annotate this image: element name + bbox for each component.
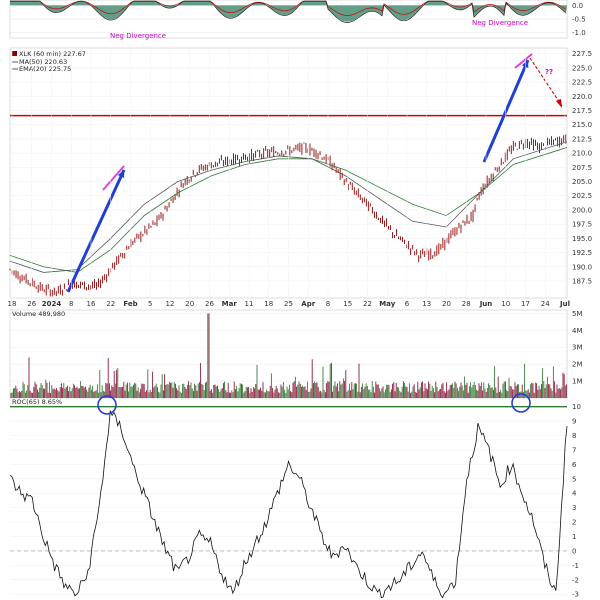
date-tick-label: 13 [422,300,431,308]
momentum-signal-line [10,0,567,16]
date-tick-label: 17 [521,300,530,308]
momentum-line [10,0,567,23]
ma50-line [9,147,568,273]
momentum-tick-label: 0.0 [572,2,583,10]
date-tick-label: 26 [205,300,214,308]
divergence-mark-jun [514,53,533,69]
roc-highlight-circle-jun [511,393,531,413]
roc-tick-label: 9 [572,418,576,426]
date-tick-label: 28 [462,300,471,308]
volume-tick-label: 5M [572,310,583,318]
volume-tick-label: 4M [572,327,583,335]
date-tick-label: 15 [343,300,352,308]
date-tick-label: May [379,300,395,308]
roc-highlight-circle-jan [97,395,117,415]
price-tick-label: 190.0 [572,263,592,271]
legend-price: XLK (60 min) 227.67 [19,50,86,58]
trend-arrow-jan-head [117,170,125,178]
roc-tick-label: 2 [572,519,576,527]
price-tick-label: 210.0 [572,150,592,158]
price-tick-label: 192.5 [572,249,592,257]
date-tick-label: 16 [87,300,96,308]
price-tick-label: 227.5 [572,50,592,58]
date-tick-label: Apr [301,300,315,308]
roc-tick-label: 4 [572,490,577,498]
question-marks: ?? [545,68,553,76]
volume-panel: 5M 4M 3M 2M 1M Volume 489,980 [9,309,583,399]
price-tick-label: 217.5 [572,107,592,115]
price-tick-label: 212.5 [572,135,592,143]
projection-arrowhead [556,99,562,108]
date-tick-label: 11 [245,300,254,308]
momentum-panel: 0.0 -0.5 -1.0 Neg Divergence Neg Divergence [9,0,586,40]
date-axis: 18 26 2024 8 16 22 Feb 5 12 20 26 Mar 11 18 25 Apr 8 15 22… [8,48,570,308]
price-tick-label: 187.5 [572,277,592,285]
legend-ema20: EMA(20) 225.75 [19,65,71,73]
date-tick-label: 22 [106,300,115,308]
volume-tick-label: 2M [572,361,583,369]
date-tick-label: Feb [123,300,137,308]
roc-tick-label: 7 [572,446,576,454]
roc-tick-label: 6 [572,461,577,469]
price-tick-label: 207.5 [572,164,592,172]
roc-tick-label: 3 [572,504,576,512]
volume-tick-label: 3M [572,344,583,352]
price-tick-label: 202.5 [572,192,592,200]
price-tick-label: 222.5 [572,79,592,87]
price-panel: 227.5 225.0 222.5 220.0 217.5 215.0 212.5 210.0… [9,47,592,299]
date-tick-label: 25 [284,300,293,308]
date-tick-label: 20 [185,300,194,308]
date-tick-label: 6 [405,300,410,308]
roc-tick-label: 5 [572,475,576,483]
legend-swatch-price [12,51,17,56]
roc-tick-label: 8 [572,432,576,440]
roc-tick-label: 0 [572,547,576,555]
price-tick-label: 205.0 [572,178,592,186]
ema20-line [9,141,568,273]
roc-tick-label: 1 [572,533,576,541]
neg-divergence-label-1: Neg Divergence [110,32,166,40]
volume-tick-label: 1M [572,378,583,386]
divergence-mark-jan [102,165,125,191]
momentum-tick-label: -0.5 [572,16,586,24]
price-tick-label: 215.0 [572,121,592,129]
price-tick-label: 200.0 [572,206,592,214]
legend-volume: Volume 489,980 [12,310,65,318]
legend-ma50: MA(50) 220.63 [19,58,67,66]
date-tick-label: 8 [326,300,330,308]
date-tick-label: 18 [8,300,17,308]
momentum-tick-label: -1.0 [572,29,586,37]
date-tick-label: 22 [363,300,372,308]
date-tick-label: 18 [264,300,273,308]
roc-tick-label: -3 [572,591,579,599]
price-tick-label: 220.0 [572,93,592,101]
date-tick-label: 5 [148,300,152,308]
roc-tick-label: -1 [572,562,579,570]
date-tick-label: 2024 [42,300,62,308]
date-tick-label: 24 [541,300,550,308]
date-tick-label: 26 [27,300,36,308]
neg-divergence-label-2: Neg Divergence [472,19,528,27]
date-tick-label: Jul [559,300,570,308]
date-tick-label: 20 [442,300,451,308]
date-tick-label: 10 [501,300,510,308]
price-tick-label: 225.0 [572,64,592,72]
roc-line [9,410,568,599]
date-tick-label: 8 [69,300,73,308]
price-tick-label: 197.5 [572,221,592,229]
roc-tick-label: -2 [572,576,579,584]
momentum-histogram-area [10,1,567,22]
date-tick-label: Jun [479,300,493,308]
date-tick-label: 12 [166,300,175,308]
roc-tick-label: 10 [572,403,581,411]
date-tick-label: Mar [222,300,238,308]
trend-arrow-jun-head [521,60,529,68]
legend-roc: ROC(65) 8.65% [12,398,62,406]
trend-arrow-jan [66,169,126,293]
price-tick-label: 195.0 [572,235,592,243]
